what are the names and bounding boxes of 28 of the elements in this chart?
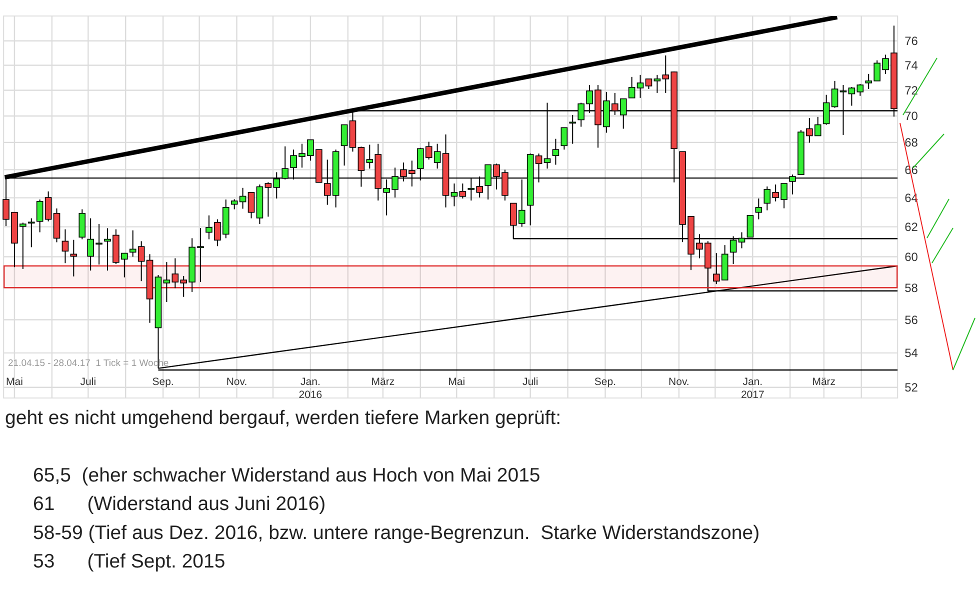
y-tick-label: 54 (904, 346, 918, 360)
x-tick-label: Juli (80, 376, 96, 388)
y-tick-label: 62 (904, 220, 918, 234)
x-tick-label: Jan. 2016 (298, 376, 322, 401)
x-tick-label: März (812, 376, 836, 388)
text: geht es nicht umgehend bergauf, werden tiefere Marken geprüft: (5, 407, 562, 429)
y-tick-label: 56 (904, 312, 918, 327)
x-tick-label: Nov. (226, 376, 248, 388)
text: 58-59 (Tief aus Dez. 2016, bzw. untere range-Begrenzun. Starke Widerstandszone) (33, 522, 760, 544)
y-tick-label: 68 (904, 136, 918, 150)
x-tick-label: Nov. (668, 376, 690, 388)
x-tick-label: Sep. (152, 376, 174, 388)
y-tick-label: 70 (904, 109, 918, 124)
y-tick-label: 76 (904, 34, 918, 48)
y-tick-label: 58 (904, 280, 918, 295)
x-tick-label: Mai (6, 376, 23, 388)
x-tick-label: Sep. (594, 376, 616, 388)
x-tick-label: Jan. 2017 (740, 376, 764, 401)
y-tick-label: 74 (904, 58, 918, 72)
x-tick-label: Mai (448, 376, 466, 388)
text: 53 (Tief Sept. 2015 (33, 550, 226, 572)
y-tick-label: 72 (904, 83, 918, 98)
y-tick-label: 52 (904, 380, 918, 395)
text: 61 (Widerstand aus Juni 2016) (33, 493, 326, 516)
text: 65,5 (eher schwacher Widerstand aus Hoch von Mai 2015 (33, 464, 540, 486)
x-tick-label: Juli (522, 376, 538, 388)
y-tick-label: 60 (904, 250, 918, 264)
x-tick-label: März (371, 376, 395, 388)
